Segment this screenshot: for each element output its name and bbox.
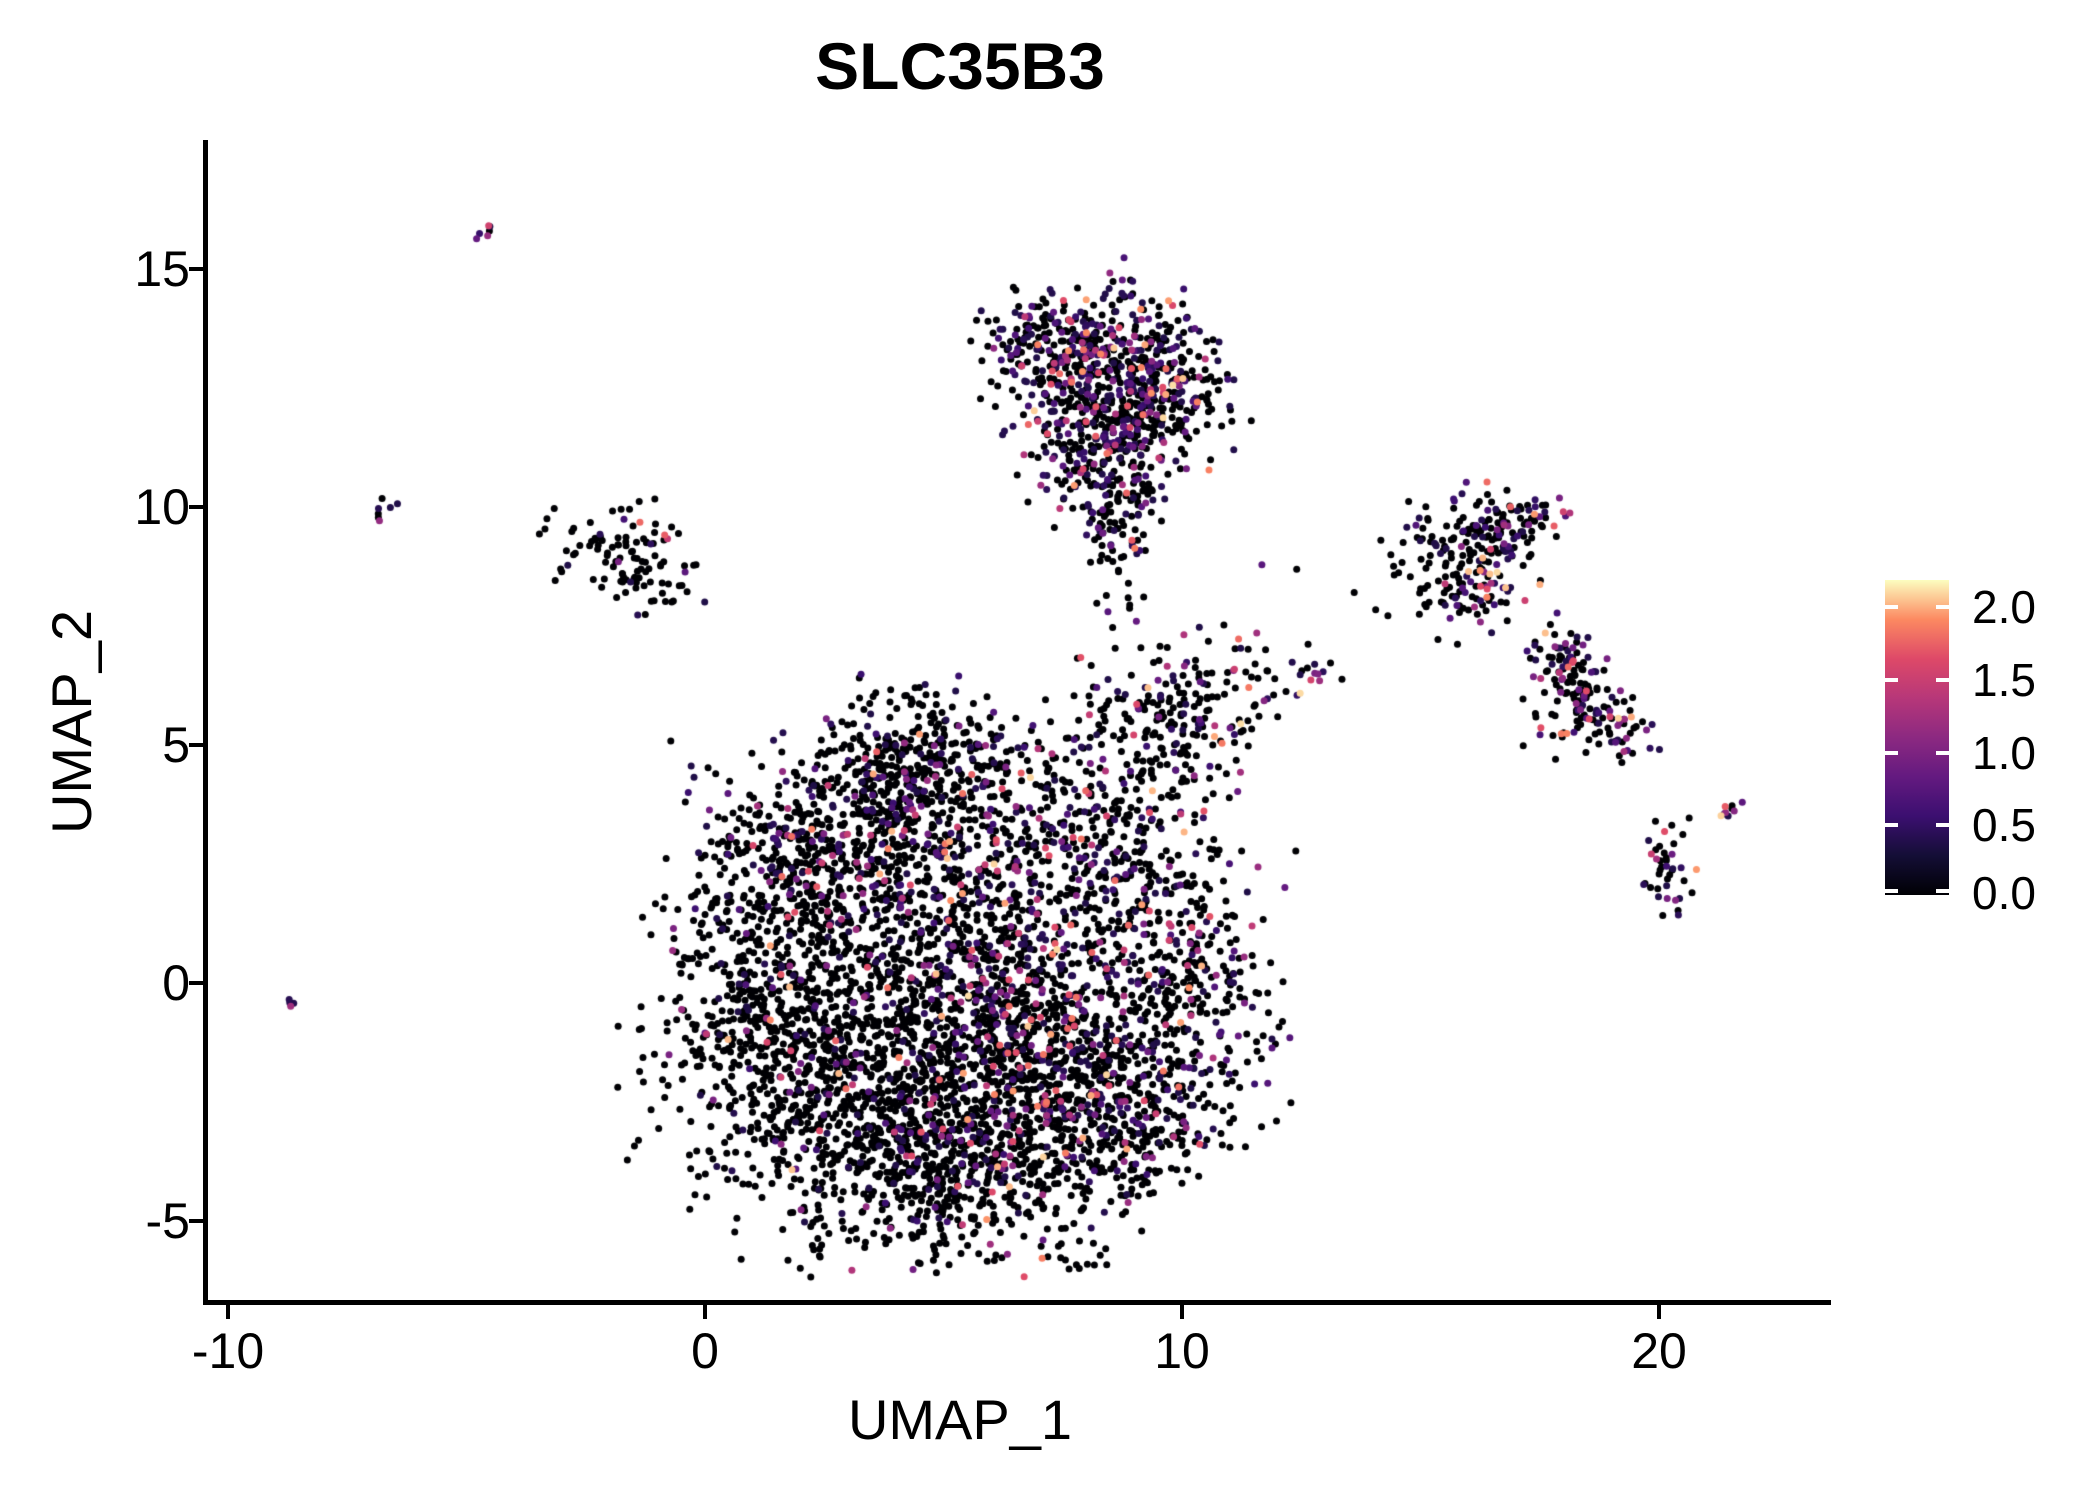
x-tick-label: 10 bbox=[1154, 1323, 1210, 1379]
colorbar-tick bbox=[1936, 751, 1949, 755]
y-axis-tick bbox=[189, 505, 204, 509]
y-axis-tick bbox=[189, 743, 204, 747]
colorbar-tick bbox=[1885, 605, 1898, 609]
y-axis-tick bbox=[189, 1219, 204, 1223]
colorbar-tick bbox=[1936, 889, 1949, 893]
x-tick-label: -10 bbox=[191, 1323, 265, 1379]
colorbar-label: 2.0 bbox=[1972, 581, 2036, 633]
y-tick-label: 5 bbox=[162, 717, 190, 773]
colorbar-tick bbox=[1885, 823, 1898, 827]
expression-colorbar bbox=[1885, 580, 1949, 895]
y-axis-tick bbox=[189, 267, 204, 271]
x-axis-line bbox=[203, 1300, 1831, 1305]
x-axis-tick bbox=[1657, 1305, 1661, 1319]
colorbar-tick bbox=[1936, 678, 1949, 682]
colorbar-tick bbox=[1885, 751, 1898, 755]
y-axis-tick bbox=[189, 981, 204, 985]
colorbar-label: 0.0 bbox=[1972, 867, 2036, 919]
colorbar-tick bbox=[1936, 605, 1949, 609]
y-tick-label: 15 bbox=[134, 241, 190, 297]
x-axis-tick bbox=[226, 1305, 230, 1319]
x-axis-tick bbox=[703, 1305, 707, 1319]
x-axis-label: UMAP_1 bbox=[847, 1388, 1073, 1451]
x-tick-label: 20 bbox=[1631, 1323, 1687, 1379]
plot-title: SLC35B3 bbox=[815, 29, 1105, 103]
colorbar-tick bbox=[1885, 889, 1898, 893]
x-tick-label: 0 bbox=[691, 1323, 719, 1379]
colorbar-tick bbox=[1936, 823, 1949, 827]
colorbar-label: 1.0 bbox=[1972, 727, 2036, 779]
y-tick-label: -5 bbox=[145, 1193, 190, 1249]
y-axis-line bbox=[203, 140, 208, 1305]
colorbar-label: 0.5 bbox=[1972, 799, 2036, 851]
colorbar-label: 1.5 bbox=[1972, 654, 2036, 706]
y-tick-label: 10 bbox=[134, 479, 190, 535]
y-tick-label: 0 bbox=[162, 955, 190, 1011]
colorbar-tick bbox=[1885, 678, 1898, 682]
x-axis-tick bbox=[1180, 1305, 1184, 1319]
y-axis-label: UMAP_2 bbox=[40, 609, 103, 835]
